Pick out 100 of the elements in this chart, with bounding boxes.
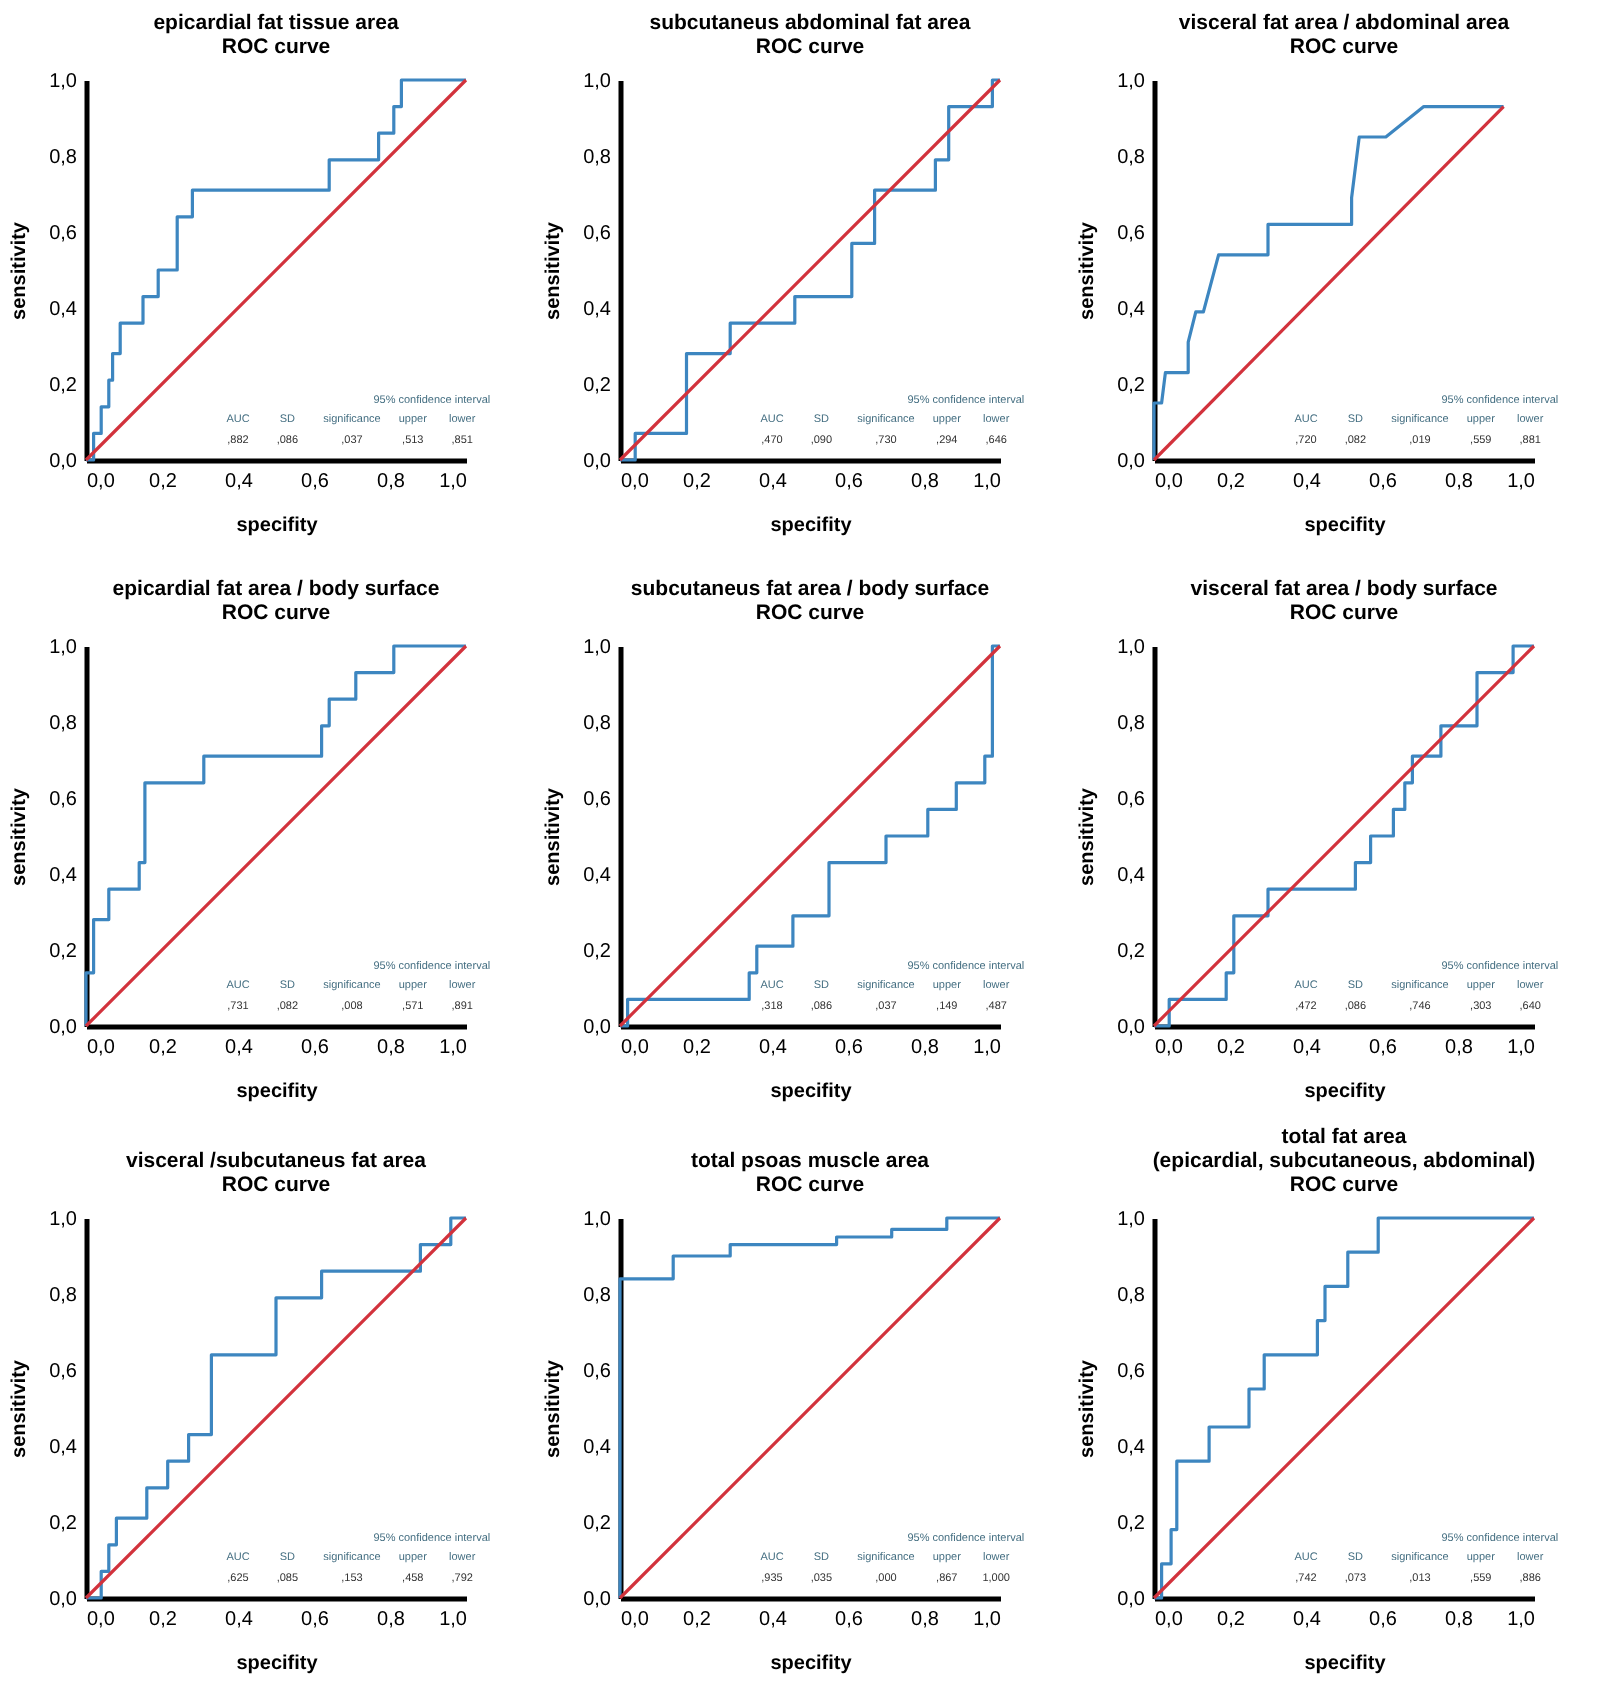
- x-tick-label: 1,0: [973, 1609, 1002, 1631]
- y-tick-label: 0,2: [583, 1513, 612, 1535]
- y-tick-label: 0,6: [49, 789, 78, 811]
- y-axis-title: sensitivity: [9, 1359, 32, 1458]
- y-tick-label: 0,0: [583, 1589, 612, 1611]
- x-tick-label: 0,2: [1216, 471, 1245, 493]
- x-tick-label: 1,0: [973, 471, 1002, 493]
- y-tick-label: 1,0: [1116, 71, 1145, 93]
- x-tick-label: 1,0: [439, 471, 468, 493]
- y-tick-label: 0,6: [49, 1361, 78, 1383]
- y-tick-label: 1,0: [583, 1209, 612, 1231]
- y-tick-label: 1,0: [49, 71, 78, 93]
- x-tick-label: 0,4: [759, 1609, 788, 1631]
- x-tick-label: 0,0: [1154, 1037, 1183, 1059]
- y-tick-label: 1,0: [49, 637, 78, 659]
- y-axis-title: sensitivity: [543, 787, 566, 886]
- x-tick-label: 0,6: [835, 471, 864, 493]
- y-tick-label: 0,4: [1116, 865, 1145, 887]
- y-tick-label: 0,6: [1116, 223, 1145, 245]
- y-tick-label: 0,8: [583, 1285, 612, 1307]
- y-tick-label: 0,4: [49, 1437, 78, 1459]
- x-axis-title: specifity: [1303, 1081, 1386, 1103]
- y-axis-title: sensitivity: [1076, 1359, 1099, 1458]
- y-axis-title: sensitivity: [543, 1359, 566, 1458]
- y-tick-label: 0,4: [583, 299, 612, 321]
- x-tick-label: 1,0: [439, 1037, 468, 1059]
- y-tick-label: 0,6: [583, 1361, 612, 1383]
- chart-title: epicardial fat tissue area ROC curve: [153, 11, 399, 59]
- chart-title: subcutaneus abdominal fat area ROC curve: [649, 11, 971, 59]
- y-axis-title: sensitivity: [9, 787, 32, 886]
- x-tick-label: 0,4: [1292, 1609, 1321, 1631]
- y-axis-title: sensitivity: [1076, 787, 1099, 886]
- x-tick-label: 0,2: [683, 1037, 712, 1059]
- x-axis-title: specifity: [1303, 1653, 1386, 1675]
- x-tick-label: 0,6: [301, 1609, 330, 1631]
- x-tick-label: 1,0: [439, 1609, 468, 1631]
- x-tick-label: 0,8: [911, 1037, 940, 1059]
- y-tick-label: 0,2: [1116, 1513, 1145, 1535]
- x-tick-label: 1,0: [1506, 1037, 1535, 1059]
- x-tick-label: 0,2: [149, 471, 178, 493]
- y-tick-label: 0,0: [1116, 1589, 1145, 1611]
- y-tick-label: 0,0: [583, 451, 612, 473]
- y-tick-label: 0,8: [583, 147, 612, 169]
- y-tick-label: 0,2: [583, 375, 612, 397]
- y-tick-label: 0,0: [1116, 451, 1145, 473]
- x-tick-label: 0,0: [1154, 1609, 1183, 1631]
- x-tick-label: 0,6: [301, 471, 330, 493]
- y-tick-label: 0,8: [1116, 147, 1145, 169]
- x-tick-label: 0,8: [1444, 471, 1473, 493]
- x-tick-label: 0,0: [621, 1609, 650, 1631]
- y-tick-label: 0,2: [49, 375, 78, 397]
- x-tick-label: 0,6: [1368, 1609, 1397, 1631]
- y-tick-label: 0,4: [583, 865, 612, 887]
- x-tick-label: 0,2: [1216, 1609, 1245, 1631]
- y-axis-title: sensitivity: [1076, 221, 1099, 320]
- x-tick-label: 0,6: [301, 1037, 330, 1059]
- x-tick-label: 0,0: [87, 1037, 116, 1059]
- x-tick-label: 0,8: [377, 471, 406, 493]
- x-tick-label: 0,0: [621, 471, 650, 493]
- x-tick-label: 1,0: [1506, 1609, 1535, 1631]
- y-tick-label: 0,2: [1116, 941, 1145, 963]
- x-tick-label: 0,4: [759, 1037, 788, 1059]
- y-tick-label: 0,4: [583, 1437, 612, 1459]
- y-tick-label: 0,8: [49, 1285, 78, 1307]
- x-axis-title: specifity: [1303, 515, 1386, 537]
- y-tick-label: 0,8: [583, 713, 612, 735]
- x-tick-label: 0,2: [1216, 1037, 1245, 1059]
- x-tick-label: 0,4: [1292, 471, 1321, 493]
- x-tick-label: 0,4: [225, 1037, 254, 1059]
- chart-title: epicardial fat area / body surface ROC curve: [112, 577, 440, 625]
- y-axis-title: sensitivity: [543, 221, 566, 320]
- y-tick-label: 1,0: [49, 1209, 78, 1231]
- y-tick-label: 0,6: [583, 223, 612, 245]
- x-tick-label: 0,8: [911, 471, 940, 493]
- y-tick-label: 0,0: [49, 451, 78, 473]
- x-tick-label: 1,0: [1506, 471, 1535, 493]
- y-tick-label: 0,2: [49, 941, 78, 963]
- y-tick-label: 0,0: [1116, 1017, 1145, 1039]
- x-tick-label: 0,4: [225, 471, 254, 493]
- y-tick-label: 0,6: [1116, 1361, 1145, 1383]
- y-tick-label: 1,0: [583, 637, 612, 659]
- y-tick-label: 0,2: [583, 941, 612, 963]
- chart-title: total psoas muscle area ROC curve: [690, 1149, 930, 1197]
- x-axis-title: specifity: [770, 1653, 853, 1675]
- x-tick-label: 0,2: [149, 1609, 178, 1631]
- y-tick-label: 1,0: [583, 71, 612, 93]
- x-axis-title: specifity: [770, 515, 853, 537]
- x-tick-label: 0,6: [1368, 1037, 1397, 1059]
- y-tick-label: 1,0: [1116, 1209, 1145, 1231]
- x-tick-label: 0,4: [759, 471, 788, 493]
- x-tick-label: 0,8: [377, 1609, 406, 1631]
- x-tick-label: 0,4: [1292, 1037, 1321, 1059]
- y-tick-label: 0,6: [583, 789, 612, 811]
- chart-title: visceral fat area / abdominal area ROC curve: [1177, 11, 1509, 59]
- y-axis-title: sensitivity: [9, 221, 32, 320]
- chart-title: subcutaneus fat area / body surface ROC curve: [630, 577, 990, 625]
- y-tick-label: 0,6: [1116, 789, 1145, 811]
- chart-title: visceral /subcutaneus fat area ROC curve: [126, 1149, 427, 1197]
- x-tick-label: 0,0: [87, 471, 116, 493]
- x-tick-label: 0,2: [149, 1037, 178, 1059]
